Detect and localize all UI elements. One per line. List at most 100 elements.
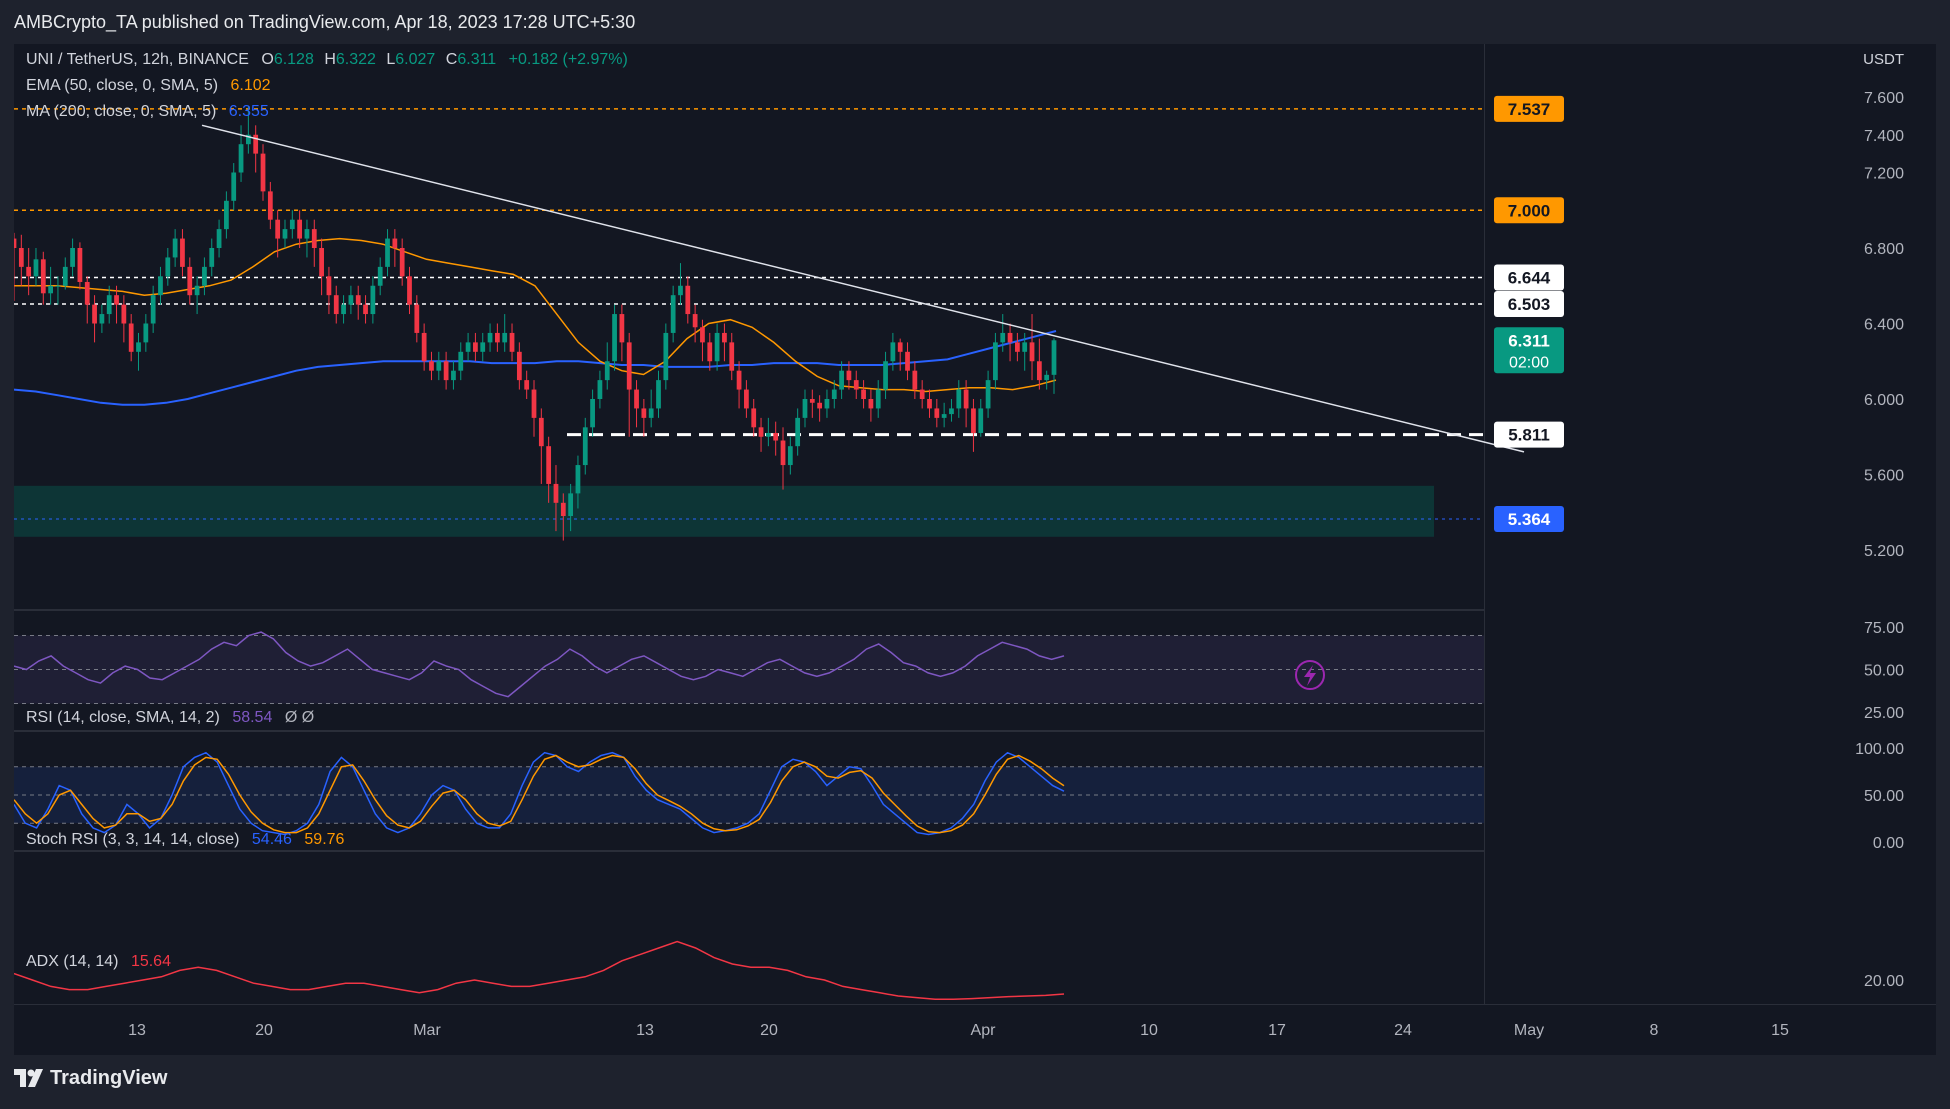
candle-body[interactable]: [729, 342, 735, 371]
stoch-legend[interactable]: Stoch RSI (3, 3, 14, 14, close) 54.46 59…: [26, 831, 345, 848]
candle-body[interactable]: [516, 351, 522, 381]
candle-body[interactable]: [1029, 342, 1035, 362]
candle-body[interactable]: [289, 219, 295, 230]
candle-body[interactable]: [275, 219, 281, 239]
candle-body[interactable]: [172, 238, 178, 258]
candle-body[interactable]: [744, 389, 749, 409]
candle-body[interactable]: [927, 399, 932, 409]
candle-body[interactable]: [538, 417, 544, 447]
candle-body[interactable]: [861, 389, 866, 399]
candle-body[interactable]: [341, 304, 346, 315]
candle-body[interactable]: [55, 285, 61, 287]
candle-body[interactable]: [956, 389, 962, 409]
candle-body[interactable]: [473, 342, 478, 352]
candle-body[interactable]: [407, 276, 412, 305]
candle-body[interactable]: [377, 266, 383, 286]
candle-body[interactable]: [333, 295, 339, 315]
candle-body[interactable]: [487, 332, 493, 343]
candle-body[interactable]: [399, 248, 405, 277]
candle-body[interactable]: [319, 248, 324, 277]
candle-body[interactable]: [62, 266, 68, 286]
legend-row-ema[interactable]: EMA (50, close, 0, SMA, 5) 6.102: [26, 77, 271, 94]
candle-body[interactable]: [11, 238, 17, 248]
candle-body[interactable]: [429, 361, 434, 371]
candle-body[interactable]: [231, 172, 237, 201]
legend-row-ma[interactable]: MA (200, close, 0, SMA, 5) 6.355: [26, 103, 269, 120]
candle-body[interactable]: [802, 399, 808, 418]
candle-body[interactable]: [363, 304, 368, 315]
candle-body[interactable]: [604, 361, 610, 381]
flash-icon[interactable]: [1295, 660, 1325, 690]
candle-body[interactable]: [685, 285, 691, 315]
candle-body[interactable]: [26, 266, 32, 277]
candle-body[interactable]: [656, 380, 661, 409]
candle-body[interactable]: [670, 295, 676, 333]
candle-body[interactable]: [297, 219, 303, 239]
candle-body[interactable]: [714, 332, 720, 362]
candle-body[interactable]: [202, 266, 207, 286]
date-axis[interactable]: 13 20 Mar 13 20 Apr 10 17 24 May 8 15: [128, 1022, 1789, 1039]
candle-body[interactable]: [692, 314, 698, 328]
candle-body[interactable]: [560, 502, 566, 517]
candle-body[interactable]: [311, 229, 317, 248]
candle-body[interactable]: [443, 361, 449, 381]
candle-body[interactable]: [150, 295, 156, 324]
adx-legend[interactable]: ADX (14, 14) 15.64: [26, 953, 171, 970]
candle-body[interactable]: [524, 380, 530, 390]
candle-body[interactable]: [18, 248, 24, 267]
chart-area[interactable]: 7.600 7.400 7.200 6.800 6.400 6.000 5.600 5.200…: [11, 44, 1936, 1055]
candle-body[interactable]: [765, 432, 771, 437]
candle-body[interactable]: [985, 380, 991, 409]
candle-body[interactable]: [634, 389, 639, 409]
candle-body[interactable]: [875, 389, 881, 409]
candle-body[interactable]: [663, 332, 669, 381]
candle-body[interactable]: [180, 238, 185, 267]
candle-body[interactable]: [128, 323, 134, 352]
candle-body[interactable]: [883, 361, 888, 390]
candle-body[interactable]: [978, 408, 984, 433]
candle-body[interactable]: [971, 408, 976, 433]
candle-body[interactable]: [480, 342, 486, 352]
price-axis[interactable]: 7.600 7.400 7.200 6.800 6.400 6.000 5.600 5.200…: [1855, 90, 1904, 990]
candle-body[interactable]: [1000, 332, 1006, 343]
candle-body[interactable]: [216, 229, 222, 248]
candle-body[interactable]: [267, 191, 273, 220]
candle-body[interactable]: [553, 483, 559, 503]
candle-body[interactable]: [817, 402, 823, 409]
candle-body[interactable]: [751, 408, 757, 428]
candles[interactable]: [11, 106, 1057, 541]
candle-body[interactable]: [158, 276, 163, 296]
candle-body[interactable]: [187, 266, 193, 296]
candle-body[interactable]: [465, 342, 471, 352]
candle-body[interactable]: [136, 342, 141, 352]
candle-body[interactable]: [502, 332, 508, 343]
candle-body[interactable]: [1022, 342, 1028, 352]
candle-body[interactable]: [84, 281, 90, 305]
candle-body[interactable]: [839, 370, 844, 390]
candle-body[interactable]: [414, 304, 420, 333]
candle-body[interactable]: [912, 370, 918, 390]
candle-body[interactable]: [787, 446, 793, 466]
candle-body[interactable]: [355, 295, 361, 305]
candle-body[interactable]: [260, 153, 266, 192]
candle-body[interactable]: [546, 446, 552, 484]
candle-body[interactable]: [77, 248, 83, 282]
candle-body[interactable]: [780, 440, 786, 466]
candle-body[interactable]: [348, 295, 354, 305]
candle-body[interactable]: [33, 259, 39, 277]
tradingview-brand[interactable]: TradingView: [14, 1067, 167, 1090]
candle-body[interactable]: [919, 389, 925, 399]
candle-body[interactable]: [253, 134, 259, 154]
candle-body[interactable]: [1007, 332, 1013, 343]
candle-body[interactable]: [897, 342, 903, 352]
candle-body[interactable]: [612, 314, 617, 362]
candle-body[interactable]: [993, 342, 998, 381]
candle-body[interactable]: [114, 295, 119, 305]
candle-body[interactable]: [209, 248, 215, 267]
candle-body[interactable]: [626, 342, 632, 390]
candle-body[interactable]: [853, 380, 859, 390]
candle-body[interactable]: [700, 327, 705, 343]
candle-body[interactable]: [707, 342, 713, 362]
trendline-line[interactable]: [201, 124, 1525, 453]
candle-body[interactable]: [40, 259, 46, 294]
